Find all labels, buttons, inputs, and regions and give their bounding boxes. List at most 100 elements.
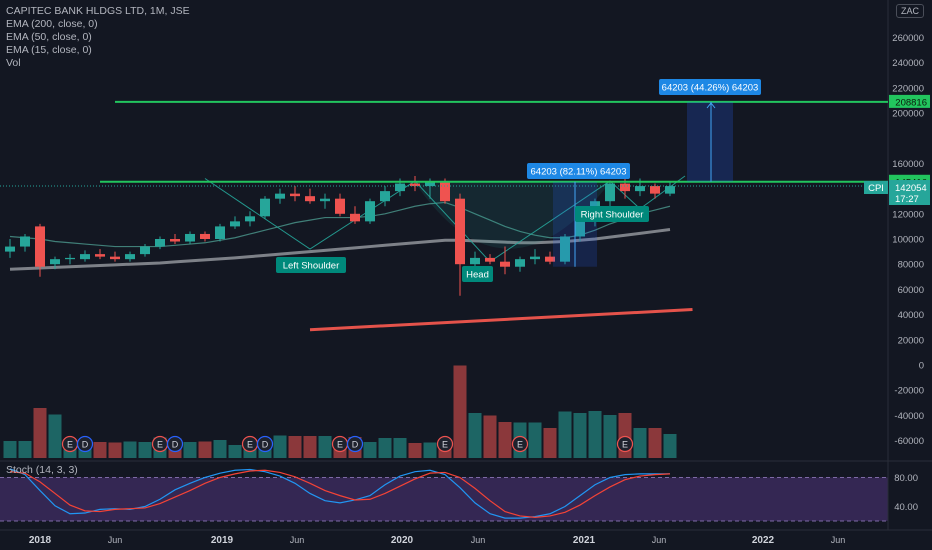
volume-bar — [303, 436, 317, 458]
volume-bar — [228, 445, 242, 458]
dividend-marker[interactable]: D — [166, 435, 184, 453]
price-tick-label: 200000 — [892, 109, 924, 120]
marker-label: E — [247, 440, 253, 450]
candle-body — [605, 183, 615, 202]
marker-circle — [346, 435, 364, 453]
last-price-bg — [889, 180, 930, 205]
right-shoulder-label-bg — [575, 206, 649, 222]
measure-label-1[interactable]: 64203 (82.11%) 64203 — [527, 163, 630, 179]
target-price-tag-bg — [889, 94, 930, 108]
volume-bar — [93, 442, 107, 458]
candle-body — [80, 254, 90, 260]
marker-label: D — [352, 440, 359, 450]
volume-bar — [123, 441, 137, 458]
time-tick-label: Jun — [108, 535, 123, 545]
earnings-marker[interactable]: E — [511, 435, 529, 453]
volume-bar — [48, 414, 62, 458]
ema200-legend[interactable]: EMA (200, close, 0) — [6, 18, 98, 30]
candle-body — [125, 254, 135, 260]
chart-legend: CAPITEC BANK HLDGS LTD, 1M, JSE EMA (200… — [6, 5, 190, 70]
price-tick-label: 100000 — [892, 235, 924, 246]
volume-bar — [3, 441, 17, 458]
marker-label: E — [157, 440, 163, 450]
last-price-time: 17:27 — [895, 194, 919, 205]
volume-bar — [108, 442, 122, 458]
price-tick-label: -20000 — [894, 386, 924, 397]
target-price-tag-text: 208816 — [895, 97, 927, 108]
candle-body — [5, 246, 15, 252]
candle-body — [410, 183, 420, 187]
price-tick-label: -40000 — [894, 411, 924, 422]
price-tick-label: 80000 — [898, 260, 924, 271]
candle-body — [200, 233, 210, 239]
head-label-text: Head — [466, 270, 489, 281]
dividend-marker[interactable]: D — [256, 435, 274, 453]
marker-circle — [256, 435, 274, 453]
target-price-tag: 208816 — [889, 94, 930, 108]
volume-bar — [18, 441, 32, 458]
earnings-marker[interactable]: E — [61, 435, 79, 453]
candle-body — [500, 261, 510, 267]
left-shoulder-label[interactable]: Left Shoulder — [276, 257, 346, 273]
earnings-marker[interactable]: E — [151, 435, 169, 453]
candle-body — [260, 198, 270, 217]
ema15-legend[interactable]: EMA (15, close, 0) — [6, 44, 92, 56]
volume-bar — [138, 442, 152, 458]
symbol-tag: CPI — [864, 181, 888, 194]
dividend-marker[interactable]: D — [346, 435, 364, 453]
earnings-marker[interactable]: E — [436, 435, 454, 453]
candle-body — [335, 198, 345, 214]
stoch-legend[interactable]: Stoch (14, 3, 3) — [6, 464, 78, 476]
volume-bar — [393, 438, 407, 458]
marker-label: D — [262, 440, 269, 450]
volume-bar — [663, 434, 677, 458]
marker-circle — [76, 435, 94, 453]
time-tick-label: Jun — [290, 535, 305, 545]
price-tick-label: -60000 — [894, 436, 924, 447]
marker-label: D — [82, 440, 89, 450]
currency-badge[interactable]: ZAC — [896, 4, 924, 18]
marker-circle — [511, 435, 529, 453]
symbol-tag-bg — [864, 181, 888, 194]
earnings-marker[interactable]: E — [331, 435, 349, 453]
dividend-marker[interactable]: D — [76, 435, 94, 453]
price-tick-label: 120000 — [892, 209, 924, 220]
symbol-title[interactable]: CAPITEC BANK HLDGS LTD, 1M, JSE — [6, 5, 190, 17]
volume-bar — [648, 428, 662, 458]
candle-body — [530, 256, 540, 260]
candle-body — [65, 257, 75, 260]
candle-body — [620, 183, 630, 192]
time-tick-label: 2018 — [29, 535, 52, 546]
volume-bar — [213, 440, 227, 458]
candle-body — [95, 254, 105, 257]
candle-body — [545, 256, 555, 262]
marker-circle — [436, 435, 454, 453]
volume-bar — [198, 441, 212, 458]
measure-label-2-text: 64203 (44.26%) 64203 — [662, 83, 759, 94]
ema50-legend[interactable]: EMA (50, close, 0) — [6, 31, 92, 43]
measure-label-2[interactable]: 64203 (44.26%) 64203 — [659, 79, 761, 95]
earnings-marker[interactable]: E — [241, 435, 259, 453]
marker-label: E — [337, 440, 343, 450]
candle-body — [50, 259, 60, 265]
head-label[interactable]: Head — [462, 266, 493, 282]
marker-label: E — [622, 440, 628, 450]
earnings-marker[interactable]: E — [616, 435, 634, 453]
candle-body — [110, 256, 120, 260]
volume-bar — [483, 415, 497, 458]
candle-body — [455, 198, 465, 265]
price-tick-label: 240000 — [892, 58, 924, 69]
volume-bar — [543, 428, 557, 458]
left-shoulder-label-text: Left Shoulder — [283, 261, 340, 272]
price-tick-label: 60000 — [898, 285, 924, 296]
candle-body — [350, 213, 360, 222]
volume-bar — [363, 442, 377, 458]
volume-bar — [633, 428, 647, 458]
candle-body — [665, 186, 675, 194]
candle-body — [485, 257, 495, 262]
price-tick-label: 160000 — [892, 159, 924, 170]
right-shoulder-label[interactable]: Right Shoulder — [575, 206, 649, 222]
volume-legend[interactable]: Vol — [6, 57, 21, 69]
candle-body — [365, 201, 375, 222]
